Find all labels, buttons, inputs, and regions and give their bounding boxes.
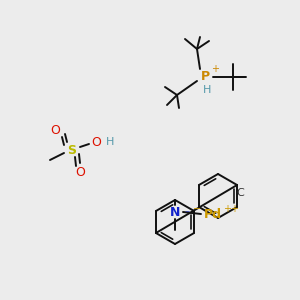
Text: N: N: [170, 206, 180, 218]
Text: ⁻: ⁻: [184, 209, 190, 219]
Text: Pd: Pd: [204, 208, 222, 220]
Text: C: C: [236, 188, 244, 198]
Text: +: +: [211, 64, 219, 74]
Text: O: O: [75, 166, 85, 178]
Text: O: O: [50, 124, 60, 136]
Text: H: H: [203, 85, 211, 95]
Text: O: O: [91, 136, 101, 148]
Text: −: −: [193, 204, 201, 214]
Text: ++: ++: [223, 204, 239, 214]
Text: S: S: [68, 143, 76, 157]
Text: P: P: [200, 70, 210, 83]
Text: H: H: [106, 137, 114, 147]
